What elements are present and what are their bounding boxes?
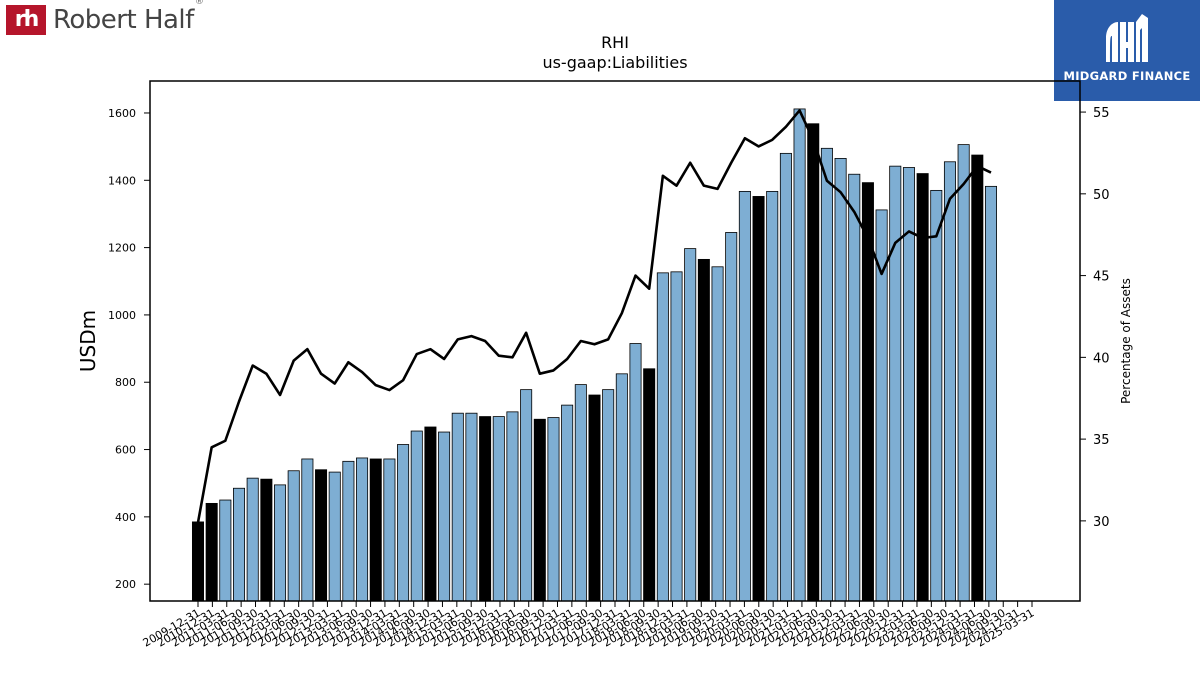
bar-2018-09-30 [670, 271, 683, 602]
bar-2014-12-31 [465, 412, 478, 602]
bar-2013-03-31 [369, 458, 382, 602]
chart-title: RHI [601, 33, 629, 52]
bar-2017-12-31 [629, 343, 642, 602]
x-axis-ticks: 2009-12-312010-12-312011-03-312011-06-30… [141, 601, 1037, 650]
bar-2012-12-31 [356, 457, 369, 602]
y-axis-ticks: 200 400 600 800 1000 1200 1400 1600 [108, 107, 150, 591]
bar-2024-03-31 [971, 154, 984, 602]
bar-2012-03-31 [315, 469, 328, 602]
bar-2015-12-31 [520, 389, 533, 602]
bar-2016-06-30 [547, 417, 560, 602]
y-tick-label: 1600 [108, 107, 136, 120]
robert-half-logo: rh Robert Half® [6, 0, 204, 36]
bar-2011-12-31 [301, 458, 314, 602]
bar-2020-09-30 [779, 152, 792, 602]
bar-2011-03-31 [260, 478, 273, 602]
bar-2020-12-31 [793, 108, 806, 602]
y2-tick-label: 40 [1093, 351, 1110, 366]
y2-tick-label: 35 [1093, 433, 1110, 448]
bar-2013-06-30 [383, 458, 396, 602]
bar-2019-03-31 [697, 258, 710, 602]
bar-2018-12-31 [684, 248, 697, 602]
bar-2023-12-31 [957, 144, 970, 602]
bar-2021-12-31 [848, 173, 861, 602]
bar-2021-03-31 [807, 123, 820, 602]
bar-2016-03-31 [533, 418, 546, 602]
bar-2011-09-30 [287, 470, 300, 602]
y-tick-label: 1000 [108, 309, 136, 322]
bar-2019-09-30 [725, 232, 738, 602]
bar-2016-12-31 [574, 384, 587, 602]
robert-half-logo-mark: rh [6, 5, 46, 35]
bar-2020-06-30 [766, 190, 779, 602]
y2-tick-label: 50 [1093, 188, 1110, 203]
y-tick-label: 800 [115, 376, 136, 389]
chart-subtitle: us-gaap:Liabilities [542, 53, 687, 72]
bar-2010-03-31 [205, 502, 218, 602]
bar-2013-12-31 [410, 430, 423, 602]
bar-2014-03-31 [424, 426, 437, 602]
bar-2011-06-30 [274, 484, 287, 602]
bar-2016-09-30 [561, 404, 574, 602]
bar-2010-09-30 [233, 487, 246, 602]
bar-2013-09-30 [397, 444, 410, 602]
y-tick-label: 1400 [108, 174, 136, 187]
line-series [196, 109, 992, 523]
bar-2017-03-31 [588, 394, 601, 602]
bar-2012-09-30 [342, 460, 355, 602]
y2-tick-label: 30 [1093, 515, 1110, 530]
bar-2020-03-31 [752, 196, 765, 602]
y2-axis-ticks: 30 35 40 45 50 55 [1080, 106, 1110, 530]
bar-2023-09-30 [943, 161, 956, 602]
bar-series [191, 108, 997, 602]
y-tick-label: 1200 [108, 242, 136, 255]
bar-2021-09-30 [834, 158, 847, 602]
midgard-finance-logo-mark [1106, 14, 1148, 62]
bar-2019-12-31 [738, 190, 751, 602]
bar-2015-06-30 [492, 416, 505, 602]
y2-axis-label: Percentage of Assets [1119, 278, 1133, 404]
bar-2012-06-30 [328, 471, 341, 602]
robert-half-logo-text: Robert Half® [53, 0, 204, 35]
bar-2022-09-30 [889, 165, 902, 602]
midgard-finance-logo-text: MIDGARD FINANCE [1063, 69, 1191, 83]
bar-2010-12-31 [246, 477, 259, 602]
y-tick-label: 200 [115, 578, 136, 591]
bar-2024-06-30 [984, 185, 997, 602]
bar-2017-06-30 [602, 389, 615, 602]
bar-2018-06-30 [656, 272, 669, 602]
plot-frame [149, 80, 1081, 602]
bar-2019-06-30 [711, 266, 724, 602]
bar-2017-09-30 [615, 373, 628, 602]
y-axis-label: USDm [76, 310, 100, 372]
bar-2022-06-30 [875, 209, 888, 602]
y-tick-label: 600 [115, 444, 136, 457]
bar-2014-09-30 [451, 412, 464, 602]
bar-2018-03-31 [643, 368, 656, 602]
bar-2015-09-30 [506, 411, 519, 602]
y-tick-label: 400 [115, 511, 136, 524]
bar-2023-06-30 [930, 189, 943, 602]
bar-2021-06-30 [820, 147, 833, 602]
bar-2015-03-31 [479, 416, 492, 602]
y2-tick-label: 55 [1093, 106, 1110, 121]
y2-tick-label: 45 [1093, 270, 1110, 285]
bar-2009-12-31 [191, 521, 204, 602]
midgard-finance-logo: MIDGARD FINANCE [1054, 0, 1200, 101]
bar-2014-06-30 [438, 431, 451, 602]
bar-2010-06-30 [219, 499, 232, 602]
